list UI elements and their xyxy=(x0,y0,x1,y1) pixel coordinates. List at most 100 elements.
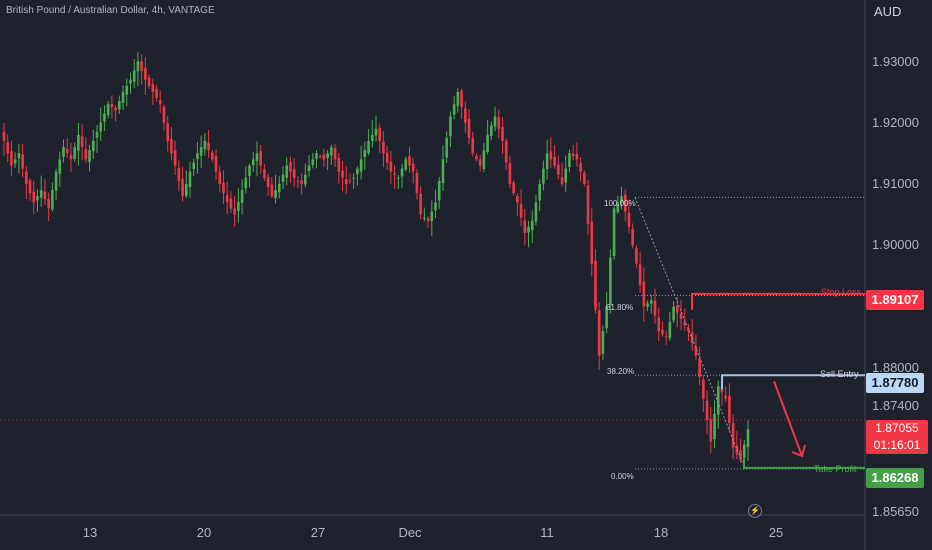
candle-body xyxy=(419,193,422,215)
candle-body xyxy=(441,159,445,184)
candle-body xyxy=(199,147,203,156)
candle-body xyxy=(586,185,590,224)
candle-body xyxy=(322,154,326,160)
candle-body xyxy=(177,168,181,181)
candle-body xyxy=(99,122,103,132)
symbol-title[interactable]: British Pound / Australian Dollar, 4h, V… xyxy=(6,5,215,16)
candle-body xyxy=(702,379,705,399)
stop-loss-label: Stop Loss xyxy=(821,287,862,297)
candle-body xyxy=(664,336,668,338)
current-price-tag[interactable]: 1.87055 01:16:01 xyxy=(866,420,928,454)
stop-loss-price-tag[interactable]: 1.89107 xyxy=(866,290,924,310)
candle-body xyxy=(501,127,504,142)
candle-body xyxy=(530,220,534,231)
take-profit-price-tag[interactable]: 1.86268 xyxy=(866,468,924,488)
candle-body xyxy=(337,157,341,172)
candle-body xyxy=(356,168,359,175)
candle-body xyxy=(549,151,553,160)
candle-body xyxy=(389,161,393,172)
lightning-icon[interactable]: ⚡ xyxy=(748,504,762,518)
candle-body xyxy=(523,220,527,233)
candle-body xyxy=(411,163,415,172)
candle-body xyxy=(646,303,649,307)
candle-body xyxy=(478,159,482,166)
candle-body xyxy=(259,151,262,166)
y-tick-label: 1.91000 xyxy=(872,176,919,191)
candle-body xyxy=(370,134,374,141)
candle-body xyxy=(348,180,352,182)
candle-body xyxy=(564,168,568,183)
candle-body xyxy=(512,182,515,194)
candle-body xyxy=(344,179,348,184)
candle-body xyxy=(91,141,95,152)
candle-body xyxy=(746,429,750,448)
candle-body xyxy=(679,313,683,319)
candle-body xyxy=(638,264,642,286)
candle-body xyxy=(106,104,110,116)
candle-body xyxy=(542,168,545,184)
candle-body xyxy=(80,136,84,148)
candle-body xyxy=(21,154,24,169)
candle-body xyxy=(460,90,463,108)
candle-body xyxy=(627,212,631,227)
candle-body xyxy=(188,171,192,187)
candle-body xyxy=(170,139,173,154)
y-tick-label: 1.92000 xyxy=(872,115,919,130)
candle-body xyxy=(486,134,489,152)
fib-label-100: 100.00% xyxy=(604,199,636,208)
candle-body xyxy=(58,159,62,174)
candle-body xyxy=(13,159,17,164)
candle-body xyxy=(17,153,21,159)
candle-body xyxy=(683,321,687,325)
candle-body xyxy=(452,104,456,115)
candle-body xyxy=(635,248,638,264)
x-tick-label: Dec xyxy=(398,525,422,540)
candle-body xyxy=(84,149,88,160)
x-tick-label: 27 xyxy=(310,525,326,540)
candle-body xyxy=(404,159,408,170)
candle-body xyxy=(129,79,132,84)
candle-body xyxy=(374,128,378,136)
candle-body xyxy=(568,153,571,167)
candle-body xyxy=(10,151,13,166)
candle-body xyxy=(251,159,255,166)
candle-body xyxy=(300,180,303,184)
candle-body xyxy=(36,196,39,201)
candle-body xyxy=(687,328,690,332)
candle-body xyxy=(155,88,158,99)
candle-body xyxy=(649,300,653,304)
candle-body xyxy=(51,190,54,210)
candle-body xyxy=(426,218,430,221)
candle-body xyxy=(192,162,196,169)
candle-body xyxy=(184,183,188,197)
candle-body xyxy=(385,152,389,163)
candle-body xyxy=(620,196,623,203)
forecast-arrow xyxy=(773,380,803,457)
candle-body xyxy=(229,198,233,209)
sell-entry-price-tag[interactable]: 1.87780 xyxy=(866,373,924,393)
candle-body xyxy=(597,310,601,356)
take-profit-line xyxy=(743,457,865,469)
candle-body xyxy=(274,190,277,198)
candle-body xyxy=(114,107,117,111)
x-tick-label: 11 xyxy=(540,525,554,540)
candle-body xyxy=(538,183,541,201)
candle-body xyxy=(672,306,675,321)
candle-body xyxy=(144,67,147,80)
candle-body xyxy=(73,147,76,159)
candle-body xyxy=(713,413,716,440)
candle-body xyxy=(605,306,608,329)
y-tick-label: 1.90000 xyxy=(872,237,919,252)
x-tick-label: 20 xyxy=(196,525,212,540)
candle-body xyxy=(545,153,549,170)
candle-body xyxy=(65,148,69,154)
candle-body xyxy=(594,260,597,310)
candle-body xyxy=(609,257,612,306)
bar-countdown: 01:16:01 xyxy=(873,438,921,452)
candle-body xyxy=(166,123,169,142)
candle-body xyxy=(225,195,229,203)
candle-body xyxy=(694,346,698,356)
candle-body xyxy=(731,423,735,448)
candle-body xyxy=(277,183,281,193)
